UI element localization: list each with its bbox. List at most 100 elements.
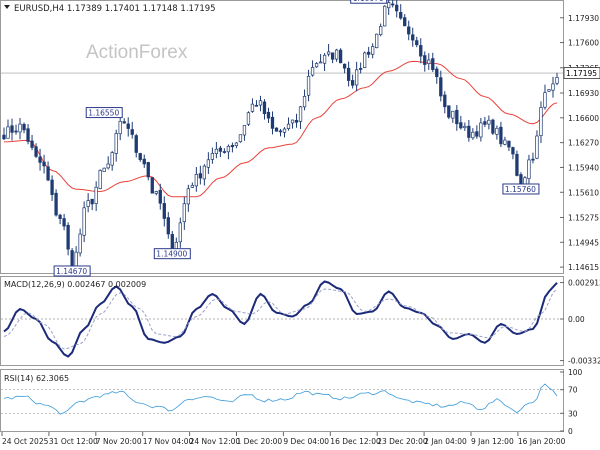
macd-tick-label: -0.003327 [568,357,600,366]
candle-body [527,159,531,179]
candle-body [94,186,98,204]
collapse-triangle-icon[interactable] [4,5,10,9]
candle-body [6,126,10,139]
candle-body [98,169,102,189]
rsi-tick-label: 70 [568,386,578,395]
price-tick-label: 1.17600 [568,39,599,48]
candle-body [230,145,235,148]
candle-body [222,151,227,153]
x-tick-label: 2 Jan 04:00 [424,437,467,446]
candle-body [2,134,6,140]
candle-body [178,222,182,243]
candle-body [210,153,215,160]
candle-body [146,162,150,178]
price-panel-frame [0,0,564,274]
price-tick-label: 1.16600 [568,114,599,123]
macd-tick-label: 0.00 [568,315,585,324]
candle-body [455,109,459,125]
candle-body [30,140,34,148]
candle-body [66,224,70,250]
annotation-layer: 1.14670 1.16550 1.14900 1.18070 1.15760 [53,0,540,277]
candle-body [286,123,291,129]
candle-body [415,40,419,46]
price-tick-label: 1.15940 [568,163,599,172]
candle-body [110,152,114,166]
candle-body [258,100,263,106]
candle-body [122,121,126,124]
candle-body [467,125,471,138]
macd-panel-title: MACD(12,26,9) 0.002467 0.002009 [4,280,146,289]
swing-label: 1.14670 [56,267,87,276]
candle-body [338,49,343,64]
candle-body [491,119,495,134]
candle-body [487,119,491,125]
candle-layer [2,0,559,273]
x-tick-label: 16 Dec 12:00 [330,437,381,446]
candle-body [342,63,347,69]
rsi-line [3,383,558,415]
x-tick-label: 9 Dec 04:00 [283,437,329,446]
candle-body [298,106,303,122]
candle-body [234,142,239,146]
candle-body [539,107,543,136]
x-tick-label: 9 Jan 12:00 [471,437,514,446]
candle-body [78,233,82,254]
x-tick-label: 1 Dec 20:00 [237,437,283,446]
current-price-box [563,67,600,79]
candle-body [375,33,379,49]
candle-body [46,166,50,181]
macd-layer [3,280,558,358]
candle-body [535,135,539,159]
candle-body [206,159,211,168]
candle-body [242,125,247,136]
candle-body [194,173,198,187]
candle-body [431,58,435,70]
macd-panel-frame [0,276,564,366]
candle-body [118,120,122,135]
candle-body [350,80,355,86]
candle-body [290,119,295,124]
candle-body [190,185,194,188]
candle-body [22,124,26,131]
candle-body [511,147,515,155]
candle-body [38,156,42,163]
price-tick-label: 1.15610 [568,188,599,197]
candle-body [254,104,259,107]
swing-label-box [85,107,123,119]
candle-body [126,123,130,129]
x-tick-label: 24 Oct 2025 [2,437,49,446]
candle-body [82,207,86,236]
candle-body [158,189,162,204]
candle-body [130,129,134,135]
candle-body [411,34,415,41]
rsi-tick-label: 100 [568,368,583,377]
candle-body [306,75,311,96]
candle-body [322,54,327,64]
price-tick-label: 1.14945 [568,238,599,247]
candle-body [250,103,255,112]
x-tick-label: 23 Dec 20:00 [377,437,428,446]
candle-body [443,94,447,108]
candle-body [294,119,299,123]
candle-body [226,145,231,153]
candle-body [318,61,323,64]
candle-body [62,218,66,227]
candle-body [495,127,499,135]
candle-body [499,126,503,145]
candle-body [154,191,158,194]
candle-body [198,173,203,179]
candle-body [555,77,559,84]
candle-body [166,217,170,235]
candle-body [367,51,371,55]
candle-body [218,147,223,152]
candle-body [142,158,146,165]
price-tick-label: 1.16270 [568,139,599,148]
grid-layer [1,72,563,414]
candle-body [379,26,383,35]
candle-body [346,67,351,81]
candle-body [162,203,166,219]
candle-body [471,131,475,139]
candle-body [334,49,339,60]
candle-body [114,133,118,154]
candle-body [419,45,423,57]
